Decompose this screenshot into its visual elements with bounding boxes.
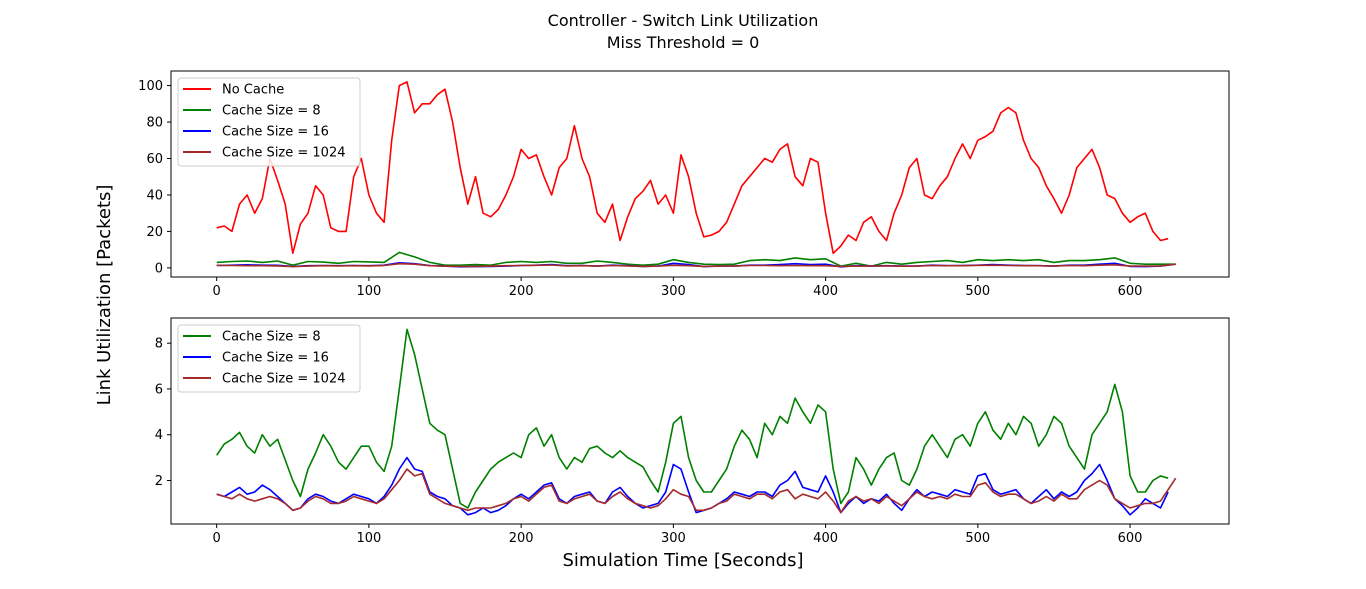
x-tick-label: 200 [509,284,534,299]
legend-label: Cache Size = 16 [222,351,329,366]
legend-box [177,77,361,167]
x-tick-label: 300 [661,531,686,546]
x-tick-label: 500 [965,531,990,546]
top-panel: 0 100 200 300 400 500 600 0 20 40 60 80 100 No Cache C… [138,70,1230,299]
series-line-0 [216,328,1169,509]
y-tick-label: 20 [146,225,163,240]
series-line-2 [216,468,1177,514]
chart-title: Controller - Switch Link Utilization [548,11,819,30]
chart-subtitle: Miss Threshold = 0 [607,33,760,52]
x-tick-label: 400 [813,531,838,546]
legend-label: Cache Size = 1024 [222,146,346,161]
y-tick-label: 40 [146,188,163,203]
x-tick-label: 100 [356,531,381,546]
bottom-panel: 0 100 200 300 400 500 600 2 4 6 8 Cache Size = 8 Cac… [155,317,1230,546]
y-tick-label: 0 [155,261,163,276]
x-tick-label: 600 [1118,284,1143,299]
x-axis-label: Simulation Time [Seconds] [562,550,803,571]
axes-frame [170,317,1230,525]
y-tick-label: 80 [146,116,163,131]
y-axis-label: Link Utilization [Packets] [94,185,115,406]
x-tick-label: 300 [661,284,686,299]
axes-frame [170,70,1230,278]
legend-label: Cache Size = 1024 [222,372,346,387]
legend-label: No Cache [222,83,284,98]
y-tick-label: 6 [155,382,163,397]
y-tick-label: 2 [155,474,163,489]
x-tick-label: 0 [213,531,221,546]
x-tick-label: 200 [509,531,534,546]
legend-label: Cache Size = 16 [222,125,329,140]
x-tick-label: 600 [1118,531,1143,546]
series-line-3 [216,262,1176,268]
y-tick-label: 100 [138,79,163,94]
series-line-0 [216,81,1169,255]
x-tick-label: 400 [813,284,838,299]
x-tick-label: 100 [356,284,381,299]
y-tick-label: 4 [155,428,163,443]
legend-box [177,324,361,393]
x-tick-label: 500 [965,284,990,299]
y-tick-label: 60 [146,152,163,167]
x-tick-label: 0 [213,284,221,299]
y-tick-label: 8 [155,337,163,352]
legend-label: Cache Size = 8 [222,104,321,119]
series-line-1 [216,251,1176,267]
legend-label: Cache Size = 8 [222,330,321,345]
